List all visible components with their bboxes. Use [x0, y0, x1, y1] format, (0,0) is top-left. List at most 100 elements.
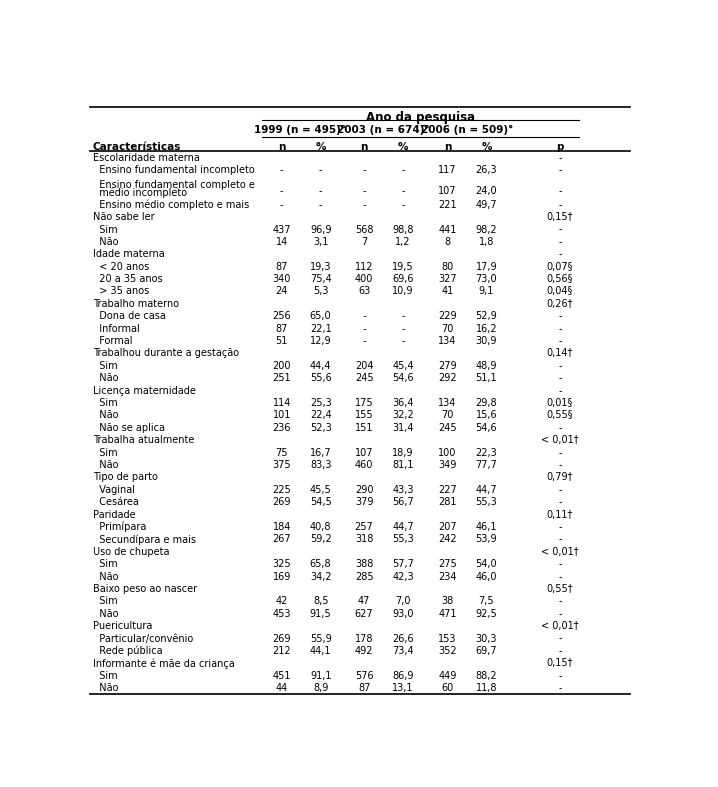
Text: < 0,01†: < 0,01†: [541, 621, 579, 631]
Text: 269: 269: [272, 634, 291, 644]
Text: 8,5: 8,5: [313, 597, 328, 607]
Text: -: -: [558, 671, 561, 681]
Text: 175: 175: [355, 398, 373, 408]
Text: Sim: Sim: [93, 671, 117, 681]
Text: 69,7: 69,7: [476, 646, 498, 656]
Text: -: -: [558, 497, 561, 508]
Text: 69,6: 69,6: [392, 274, 414, 284]
Text: 55,3: 55,3: [392, 534, 414, 545]
Text: 375: 375: [272, 460, 291, 470]
Text: -: -: [558, 423, 561, 433]
Text: 275: 275: [438, 560, 457, 569]
Text: -: -: [558, 249, 561, 259]
Text: 257: 257: [355, 522, 373, 532]
Text: -: -: [401, 200, 405, 209]
Text: 2003 (n = 674)°: 2003 (n = 674)°: [337, 125, 430, 135]
Text: 42,3: 42,3: [392, 571, 414, 582]
Text: 269: 269: [272, 497, 291, 508]
Text: 117: 117: [438, 165, 457, 175]
Text: 30,9: 30,9: [476, 336, 498, 346]
Text: 2006 (n = 509)°: 2006 (n = 509)°: [421, 125, 513, 135]
Text: 54,6: 54,6: [476, 423, 498, 433]
Text: -: -: [558, 485, 561, 495]
Text: 281: 281: [438, 497, 457, 508]
Text: -: -: [401, 186, 405, 196]
Text: 112: 112: [355, 262, 373, 272]
Text: 453: 453: [272, 609, 291, 619]
Text: 285: 285: [355, 571, 373, 582]
Text: Não: Não: [93, 411, 118, 420]
Text: 0,04§: 0,04§: [547, 286, 573, 297]
Text: 42: 42: [276, 597, 288, 607]
Text: 29,8: 29,8: [476, 398, 498, 408]
Text: 44: 44: [276, 683, 288, 693]
Text: 92,5: 92,5: [475, 609, 498, 619]
Text: -: -: [558, 323, 561, 334]
Text: Não: Não: [93, 460, 118, 470]
Text: 279: 279: [438, 361, 457, 371]
Text: 24,0: 24,0: [476, 186, 498, 196]
Text: 70: 70: [442, 323, 454, 334]
Text: 153: 153: [438, 634, 457, 644]
Text: 107: 107: [355, 448, 373, 457]
Text: n: n: [360, 142, 368, 152]
Text: -: -: [363, 165, 366, 175]
Text: 55,3: 55,3: [475, 497, 498, 508]
Text: Sim: Sim: [93, 361, 117, 371]
Text: 325: 325: [272, 560, 291, 569]
Text: Idade materna: Idade materna: [93, 249, 164, 259]
Text: 0,15†: 0,15†: [546, 659, 573, 668]
Text: 318: 318: [355, 534, 373, 545]
Text: 22,4: 22,4: [309, 411, 332, 420]
Text: 65,0: 65,0: [310, 312, 332, 321]
Text: Ensino fundamental completo e: Ensino fundamental completo e: [93, 179, 254, 190]
Text: 47: 47: [358, 597, 370, 607]
Text: Cesárea: Cesárea: [93, 497, 139, 508]
Text: -: -: [558, 460, 561, 470]
Text: 19,3: 19,3: [310, 262, 332, 272]
Text: -: -: [558, 200, 561, 209]
Text: 245: 245: [355, 373, 373, 383]
Text: Não: Não: [93, 683, 118, 693]
Text: 25,3: 25,3: [309, 398, 332, 408]
Text: 184: 184: [273, 522, 291, 532]
Text: 56,7: 56,7: [392, 497, 414, 508]
Text: 460: 460: [355, 460, 373, 470]
Text: -: -: [558, 560, 561, 569]
Text: 13,1: 13,1: [392, 683, 414, 693]
Text: 627: 627: [355, 609, 373, 619]
Text: 55,9: 55,9: [309, 634, 332, 644]
Text: 18,9: 18,9: [392, 448, 414, 457]
Text: 38: 38: [442, 597, 454, 607]
Text: -: -: [558, 609, 561, 619]
Text: -: -: [363, 200, 366, 209]
Text: 100: 100: [439, 448, 457, 457]
Text: 40,8: 40,8: [310, 522, 332, 532]
Text: 86,9: 86,9: [392, 671, 414, 681]
Text: 0,55§: 0,55§: [546, 411, 573, 420]
Text: 51: 51: [276, 336, 288, 346]
Text: 45,5: 45,5: [309, 485, 332, 495]
Text: -: -: [558, 312, 561, 321]
Text: 155: 155: [355, 411, 373, 420]
Text: -: -: [558, 646, 561, 656]
Text: 73,4: 73,4: [392, 646, 414, 656]
Text: 54,0: 54,0: [476, 560, 498, 569]
Text: 151: 151: [355, 423, 373, 433]
Text: 7,5: 7,5: [479, 597, 494, 607]
Text: 568: 568: [355, 224, 373, 235]
Text: -: -: [558, 237, 561, 247]
Text: 24: 24: [276, 286, 288, 297]
Text: 0,55†: 0,55†: [546, 584, 573, 594]
Text: 17,9: 17,9: [476, 262, 498, 272]
Text: -: -: [401, 323, 405, 334]
Text: 75,4: 75,4: [309, 274, 332, 284]
Text: 11,8: 11,8: [476, 683, 498, 693]
Text: 388: 388: [355, 560, 373, 569]
Text: 245: 245: [438, 423, 457, 433]
Text: < 20 anos: < 20 anos: [93, 262, 149, 272]
Text: 7: 7: [361, 237, 367, 247]
Text: 77,7: 77,7: [475, 460, 498, 470]
Text: 9,1: 9,1: [479, 286, 494, 297]
Text: Não sabe ler: Não sabe ler: [93, 212, 154, 222]
